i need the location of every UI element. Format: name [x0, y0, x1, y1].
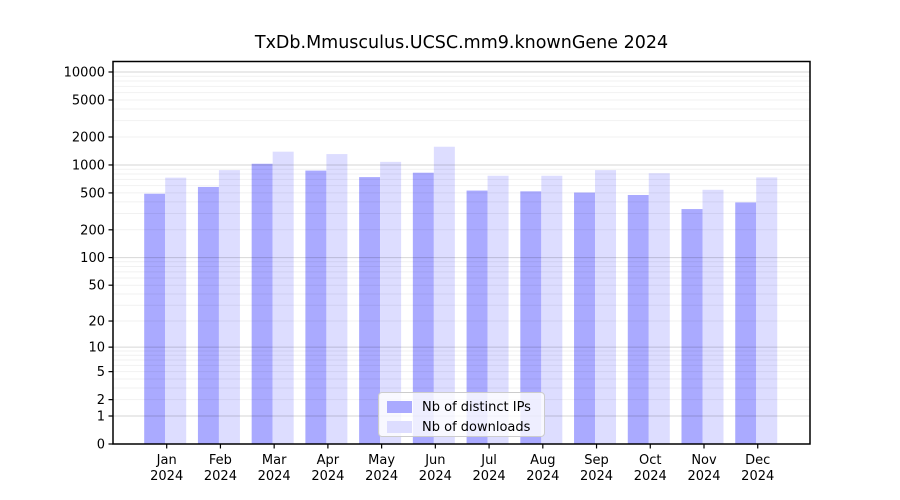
- y-tick-label-5000: 5000: [72, 93, 105, 108]
- bar-downloads-jun: [433, 146, 455, 444]
- bar-downloads-may: [380, 161, 402, 444]
- bar-downloads-aug: [541, 175, 563, 444]
- x-tick-label-jan: Jan 2024: [150, 453, 183, 484]
- y-tick-label-10: 10: [88, 341, 105, 356]
- bar-downloads-sep: [595, 170, 617, 444]
- x-tick-label-dec: Dec 2024: [741, 453, 774, 484]
- bar-downloads-apr: [326, 154, 348, 445]
- bar-downloads-dec: [756, 177, 778, 444]
- bar-downloads-jul: [487, 175, 509, 444]
- bar-distinct-ips-aug: [520, 191, 542, 444]
- y-tick-label-2000: 2000: [72, 130, 105, 145]
- x-tick-label-mar: Mar 2024: [258, 453, 291, 484]
- x-tick-label-feb: Feb 2024: [204, 453, 237, 484]
- legend-swatch-distinct-ips: [387, 401, 412, 413]
- legend-swatch-downloads: [387, 421, 412, 433]
- x-tick-label-nov: Nov 2024: [687, 453, 720, 484]
- bar-distinct-ips-sep: [574, 192, 596, 444]
- y-tick-label-500: 500: [80, 186, 105, 201]
- y-tick-label-100: 100: [80, 251, 105, 266]
- y-tick-label-5: 5: [97, 365, 105, 380]
- x-tick-label-jun: Jun 2024: [419, 453, 452, 484]
- y-tick-label-0: 0: [97, 438, 105, 453]
- chart-title: TxDb.Mmusculus.UCSC.mm9.knownGene 2024: [254, 33, 669, 53]
- legend-label-distinct-ips: Nb of distinct IPs: [422, 399, 531, 415]
- x-tick-label-oct: Oct 2024: [634, 453, 667, 484]
- x-tick-label-jul: Jul 2024: [473, 453, 506, 484]
- bar-distinct-ips-dec: [735, 202, 757, 444]
- bar-distinct-ips-may: [359, 177, 381, 444]
- y-tick-label-50: 50: [88, 279, 105, 294]
- y-tick-label-2: 2: [97, 393, 105, 408]
- legend-item-downloads: Nb of downloads: [387, 419, 536, 435]
- bar-downloads-jan: [165, 177, 187, 444]
- plot-border: [112, 60, 811, 445]
- bar-downloads-nov: [702, 189, 724, 444]
- y-tick-label-200: 200: [80, 223, 105, 238]
- y-tick-label-10000: 10000: [64, 65, 105, 80]
- bar-downloads-mar: [272, 151, 294, 444]
- y-tick-label-1: 1: [97, 410, 105, 425]
- x-tick-label-may: May 2024: [365, 453, 398, 484]
- bar-distinct-ips-jan: [144, 193, 166, 444]
- bar-downloads-feb: [218, 170, 240, 444]
- x-tick-label-aug: Aug 2024: [526, 453, 559, 484]
- bar-distinct-ips-jul: [466, 190, 488, 444]
- y-tick-label-1000: 1000: [72, 158, 105, 173]
- bar-distinct-ips-oct: [627, 194, 649, 444]
- bar-downloads-oct: [648, 173, 670, 444]
- y-tick-label-20: 20: [88, 315, 105, 330]
- bar-distinct-ips-feb: [197, 186, 219, 444]
- bar-distinct-ips-mar: [251, 163, 273, 444]
- x-tick-label-apr: Apr 2024: [311, 453, 344, 484]
- bar-distinct-ips-nov: [681, 209, 703, 444]
- bar-distinct-ips-apr: [305, 170, 327, 444]
- bar-distinct-ips-jun: [412, 172, 434, 444]
- legend: Nb of distinct IPs Nb of downloads: [378, 392, 545, 437]
- legend-item-distinct-ips: Nb of distinct IPs: [387, 399, 536, 415]
- legend-label-downloads: Nb of downloads: [422, 419, 531, 435]
- x-tick-label-sep: Sep 2024: [580, 453, 613, 484]
